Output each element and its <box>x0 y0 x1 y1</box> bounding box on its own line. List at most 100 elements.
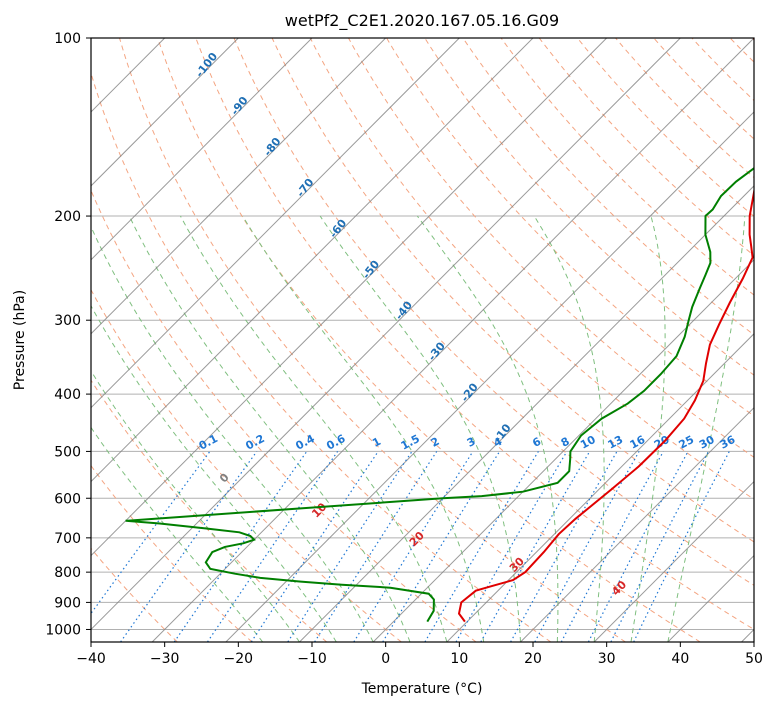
dry-adiabat-line <box>157 38 701 642</box>
mixing-ratio-label: 16 <box>628 433 648 452</box>
x-tick-label: 50 <box>745 651 763 667</box>
mixing-ratio-line <box>250 451 379 642</box>
x-axis-label: Temperature (°C) <box>361 681 483 697</box>
mixing-ratio-line <box>382 451 501 642</box>
dry-adiabat-line <box>271 38 754 543</box>
dry-adiabat-line <box>309 38 754 500</box>
x-tick-label: 20 <box>524 651 542 667</box>
y-tick-label: 100 <box>54 31 81 47</box>
x-tick-label: 30 <box>598 651 616 667</box>
x-tick-label: −40 <box>76 651 106 667</box>
dry-adiabat-line <box>500 38 754 296</box>
mixing-ratio-label: 13 <box>606 433 626 452</box>
moist-adiabat-line <box>242 215 485 642</box>
mixing-ratio-label: 25 <box>677 433 697 452</box>
background-lines <box>91 38 754 642</box>
dry-adiabat-line <box>386 38 754 417</box>
mixing-ratio-label: 30 <box>697 433 717 452</box>
mixing-ratio-line <box>455 451 568 642</box>
x-tick-label: 0 <box>381 651 390 667</box>
mixing-ratio-label: 3 <box>465 435 478 450</box>
dry-adiabat-line <box>577 38 754 217</box>
isotherm-label: -30 <box>425 339 448 363</box>
isotherm-label: -100 <box>193 50 220 80</box>
isotherm-line <box>91 38 313 261</box>
isotherm-label: -70 <box>294 176 317 200</box>
mixing-ratio-line <box>510 451 618 642</box>
y-tick-label: 300 <box>54 313 81 329</box>
x-tick-label: 40 <box>671 651 689 667</box>
mixing-ratio-line <box>353 451 474 642</box>
isotherm-line <box>91 38 681 631</box>
mixing-ratio-line <box>587 451 689 642</box>
moist-adiabat-line <box>91 304 337 642</box>
mixing-ratio-label: 8 <box>559 435 572 450</box>
isotherm-line <box>91 38 608 557</box>
x-tick-label: −30 <box>150 651 180 667</box>
moist-adiabat-line <box>667 215 746 642</box>
isotherm-line <box>151 38 754 642</box>
isotherm-label: -50 <box>360 258 383 282</box>
x-tick-label: 10 <box>450 651 468 667</box>
dewpoint-profile-line <box>125 166 754 623</box>
y-tick-label: 600 <box>54 491 81 507</box>
dry-adiabat-line <box>91 71 552 642</box>
isotherm-line <box>91 38 387 335</box>
isotherm-line <box>299 185 754 642</box>
isotherm-line <box>91 38 534 483</box>
y-tick-label: 700 <box>54 531 81 547</box>
mixing-ratio-label: 10 <box>578 433 598 452</box>
moist-adiabat-line <box>630 215 666 642</box>
plot-frame <box>90 37 755 643</box>
isotherm-line <box>446 333 754 642</box>
isotherm-label: -80 <box>261 135 284 159</box>
mixing-ratio-line <box>534 451 640 642</box>
mixing-ratio-line <box>120 451 258 642</box>
y-tick-label: 500 <box>54 444 81 460</box>
mixing-ratio-label: 1 <box>370 435 383 450</box>
y-tick-label: 900 <box>54 595 81 611</box>
dry-adiabat-line <box>691 38 754 102</box>
dry-adiabat-line <box>424 38 754 376</box>
isotherm-label: -20 <box>458 380 481 404</box>
x-tick-label: −20 <box>224 651 254 667</box>
moist-adiabat-line <box>319 215 521 642</box>
dry-adiabat-line <box>91 379 328 642</box>
adiabat-label: 40 <box>609 578 629 598</box>
dry-adiabat-line <box>91 288 402 642</box>
x-tick-label: −10 <box>297 651 327 667</box>
y-tick-label: 200 <box>54 209 81 225</box>
background-labels: 0.1 0.2 0.4 0.6 1 1.5 2 3 4 6 8 10 13 16 20 25 30 36-100-… <box>193 50 738 598</box>
isotherm-line <box>372 259 754 642</box>
isotherm-line <box>91 38 460 409</box>
y-tick-label: 1000 <box>45 622 81 638</box>
isotherm-line <box>741 628 754 642</box>
isotherm-label: -60 <box>327 217 350 241</box>
adiabat-label: 10 <box>309 500 329 520</box>
dry-adiabat-line <box>195 38 754 631</box>
mixing-ratio-line <box>424 451 539 642</box>
y-tick-label: 400 <box>54 387 81 403</box>
y-tick-label: 800 <box>54 565 81 581</box>
isotherm-line <box>520 406 754 642</box>
isotherm-line <box>225 111 754 642</box>
mixing-ratio-line <box>480 451 591 642</box>
isotherm-label: -90 <box>228 94 251 118</box>
dry-adiabat-line <box>233 38 754 586</box>
axes: −40 −30 −20 −10 0 10 20 30 40 50 100 200 300 400 500 60… <box>45 31 763 667</box>
moist-adiabat-line <box>91 426 264 642</box>
moist-adiabat-line <box>91 369 300 642</box>
chart-title: wetPf2_C2E1.2020.167.05.16.G09 <box>285 11 559 31</box>
dry-adiabat-line <box>119 38 626 642</box>
isotherm-line <box>593 480 754 642</box>
moist-adiabat-line <box>128 215 411 642</box>
y-axis-label: Pressure (hPa) <box>12 290 28 390</box>
isotherm-line <box>91 38 239 187</box>
dry-adiabat-line <box>653 38 754 140</box>
mixing-ratio-line <box>314 451 438 642</box>
series-group <box>125 38 754 623</box>
mixing-ratio-label: 1.5 <box>399 432 422 453</box>
dry-adiabat-line <box>615 38 754 179</box>
